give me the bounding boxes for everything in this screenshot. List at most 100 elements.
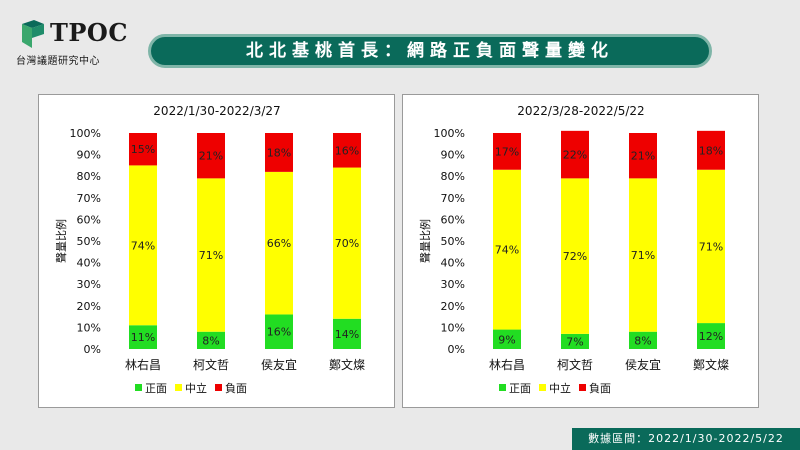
- x-category-label: 柯文哲: [557, 357, 593, 372]
- legend-swatch: [135, 384, 142, 391]
- bar-data-label: 18%: [267, 146, 291, 159]
- logo-subtitle: 台灣議題研究中心: [16, 56, 100, 67]
- y-tick-label: 40%: [77, 257, 101, 270]
- y-axis-label: 聲量比例: [418, 219, 432, 263]
- bar-data-label: 16%: [335, 144, 359, 157]
- bar-data-label: 21%: [631, 150, 655, 163]
- y-tick-label: 100%: [434, 127, 465, 140]
- legend-swatch: [175, 384, 182, 391]
- bar-data-label: 11%: [131, 331, 155, 344]
- bar-segment-negative: [333, 133, 361, 168]
- bar-segment-positive: [561, 333, 589, 349]
- x-category-label: 鄭文燦: [693, 357, 729, 372]
- bar-data-label: 8%: [202, 334, 219, 347]
- y-tick-label: 100%: [70, 127, 101, 140]
- bar-data-label: 70%: [335, 237, 359, 250]
- bar-segment-neutral: [629, 178, 657, 332]
- bar-data-label: 72%: [563, 250, 587, 263]
- y-tick-label: 30%: [77, 278, 101, 291]
- bar-segment-neutral: [265, 171, 293, 315]
- bar-segment-neutral: [697, 169, 725, 324]
- y-tick-label: 70%: [441, 192, 465, 205]
- bar-data-label: 9%: [498, 333, 515, 346]
- y-tick-label: 20%: [441, 300, 465, 313]
- x-category-label: 林右昌: [489, 357, 525, 372]
- logo-text: TPOC: [50, 18, 128, 47]
- page-title: 北北基桃首長：網路正負面聲量變化: [148, 34, 712, 68]
- y-tick-label: 50%: [441, 235, 465, 248]
- bar-segment-negative: [629, 133, 657, 179]
- bar-segment-neutral: [493, 169, 521, 330]
- y-tick-label: 50%: [77, 235, 101, 248]
- y-tick-label: 20%: [77, 300, 101, 313]
- bar-segment-neutral: [561, 178, 589, 334]
- x-category-label: 侯友宜: [261, 357, 297, 372]
- bar-segment-positive: [493, 329, 521, 349]
- chart-right: 2022/3/28-2022/5/22 聲量比例 0% 10% 20% 30% 40% 50%…: [418, 104, 729, 395]
- bar-data-label: 17%: [495, 145, 519, 158]
- chart-left: 2022/1/30-2022/3/27 聲量比例 0% 10% 20% 30% 40% 50%…: [54, 104, 365, 395]
- bar-segment-neutral: [129, 165, 157, 326]
- legend-swatch: [539, 384, 546, 391]
- date-range-footer: 數據區間：2022/1/30-2022/5/22: [572, 428, 800, 450]
- logo: TPOC 台灣議題研究中心: [16, 14, 136, 70]
- legend-label: 正面: [509, 382, 531, 395]
- bar-segment-negative: [129, 133, 157, 166]
- x-category-label: 侯友宜: [625, 357, 661, 372]
- y-tick-label: 70%: [77, 192, 101, 205]
- bar-data-label: 74%: [131, 239, 155, 252]
- bar-data-label: 18%: [699, 144, 723, 157]
- bar-data-label: 12%: [699, 330, 723, 343]
- chart-title: 2022/3/28-2022/5/22: [517, 104, 644, 118]
- legend-swatch: [215, 384, 222, 391]
- bar-segment-positive: [697, 323, 725, 349]
- y-tick-label: 80%: [77, 170, 101, 183]
- legend-swatch: [499, 384, 506, 391]
- legend-label: 負面: [589, 382, 611, 395]
- bar-data-label: 15%: [131, 143, 155, 156]
- bar-segment-positive: [197, 331, 225, 349]
- y-tick-label: 60%: [441, 213, 465, 226]
- x-category-label: 林右昌: [125, 357, 161, 372]
- bar-data-label: 22%: [563, 149, 587, 162]
- bar-data-label: 21%: [199, 150, 223, 163]
- chart-title: 2022/1/30-2022/3/27: [153, 104, 280, 118]
- bar-data-label: 8%: [634, 334, 651, 347]
- legend-swatch: [579, 384, 586, 391]
- bar-data-label: 74%: [495, 244, 519, 257]
- legend-label: 中立: [549, 381, 571, 395]
- y-tick-label: 60%: [77, 213, 101, 226]
- bar-data-label: 14%: [335, 328, 359, 341]
- bar-data-label: 7%: [566, 335, 583, 348]
- bar-segment-neutral: [333, 167, 361, 319]
- bar-data-label: 71%: [199, 249, 223, 262]
- y-tick-label: 10%: [441, 321, 465, 334]
- chart-panel-right: 2022/3/28-2022/5/22 聲量比例 0% 10% 20% 30% 40% 50%…: [402, 94, 759, 408]
- y-tick-label: 90%: [77, 149, 101, 162]
- legend-label: 負面: [225, 382, 247, 395]
- y-tick-label: 90%: [441, 149, 465, 162]
- bar-data-label: 66%: [267, 237, 291, 250]
- legend-label: 正面: [145, 382, 167, 395]
- x-category-label: 柯文哲: [193, 357, 229, 372]
- bar-segment-negative: [197, 133, 225, 179]
- bar-segment-negative: [561, 130, 589, 179]
- logo-mark-icon: [22, 20, 44, 48]
- bar-segment-positive: [333, 318, 361, 349]
- bar-data-label: 71%: [699, 240, 723, 253]
- bar-segment-negative: [697, 130, 725, 170]
- bar-segment-neutral: [197, 178, 225, 332]
- bar-segment-positive: [129, 325, 157, 349]
- y-tick-label: 80%: [441, 170, 465, 183]
- chart-panel-left: 2022/1/30-2022/3/27 聲量比例 0% 10% 20% 30% 40% 50%…: [38, 94, 395, 408]
- y-tick-label: 30%: [441, 278, 465, 291]
- bar-segment-positive: [265, 314, 293, 349]
- y-tick-label: 10%: [77, 321, 101, 334]
- bar-segment-negative: [265, 133, 293, 172]
- legend-label: 中立: [185, 381, 207, 395]
- y-tick-label: 0%: [84, 343, 101, 356]
- bar-data-label: 16%: [267, 326, 291, 339]
- x-category-label: 鄭文燦: [329, 357, 365, 372]
- bar-data-label: 71%: [631, 249, 655, 262]
- y-tick-label: 40%: [441, 257, 465, 270]
